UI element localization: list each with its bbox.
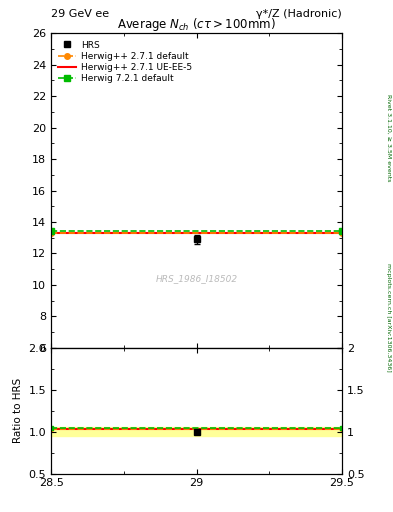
Text: HRS_1986_I18502: HRS_1986_I18502 bbox=[156, 274, 237, 283]
Legend: HRS, Herwig++ 2.7.1 default, Herwig++ 2.7.1 UE-EE-5, Herwig 7.2.1 default: HRS, Herwig++ 2.7.1 default, Herwig++ 2.… bbox=[55, 38, 195, 86]
Y-axis label: Ratio to HRS: Ratio to HRS bbox=[13, 378, 23, 443]
Title: Average $N_{ch}$ ($c\tau > 100$mm): Average $N_{ch}$ ($c\tau > 100$mm) bbox=[117, 16, 276, 33]
Text: γ*/Z (Hadronic): γ*/Z (Hadronic) bbox=[256, 9, 342, 19]
Text: mcplots.cern.ch [arXiv:1306.3436]: mcplots.cern.ch [arXiv:1306.3436] bbox=[386, 263, 391, 372]
Text: Rivet 3.1.10, ≥ 3.5M events: Rivet 3.1.10, ≥ 3.5M events bbox=[386, 95, 391, 182]
Text: 29 GeV ee: 29 GeV ee bbox=[51, 9, 109, 19]
